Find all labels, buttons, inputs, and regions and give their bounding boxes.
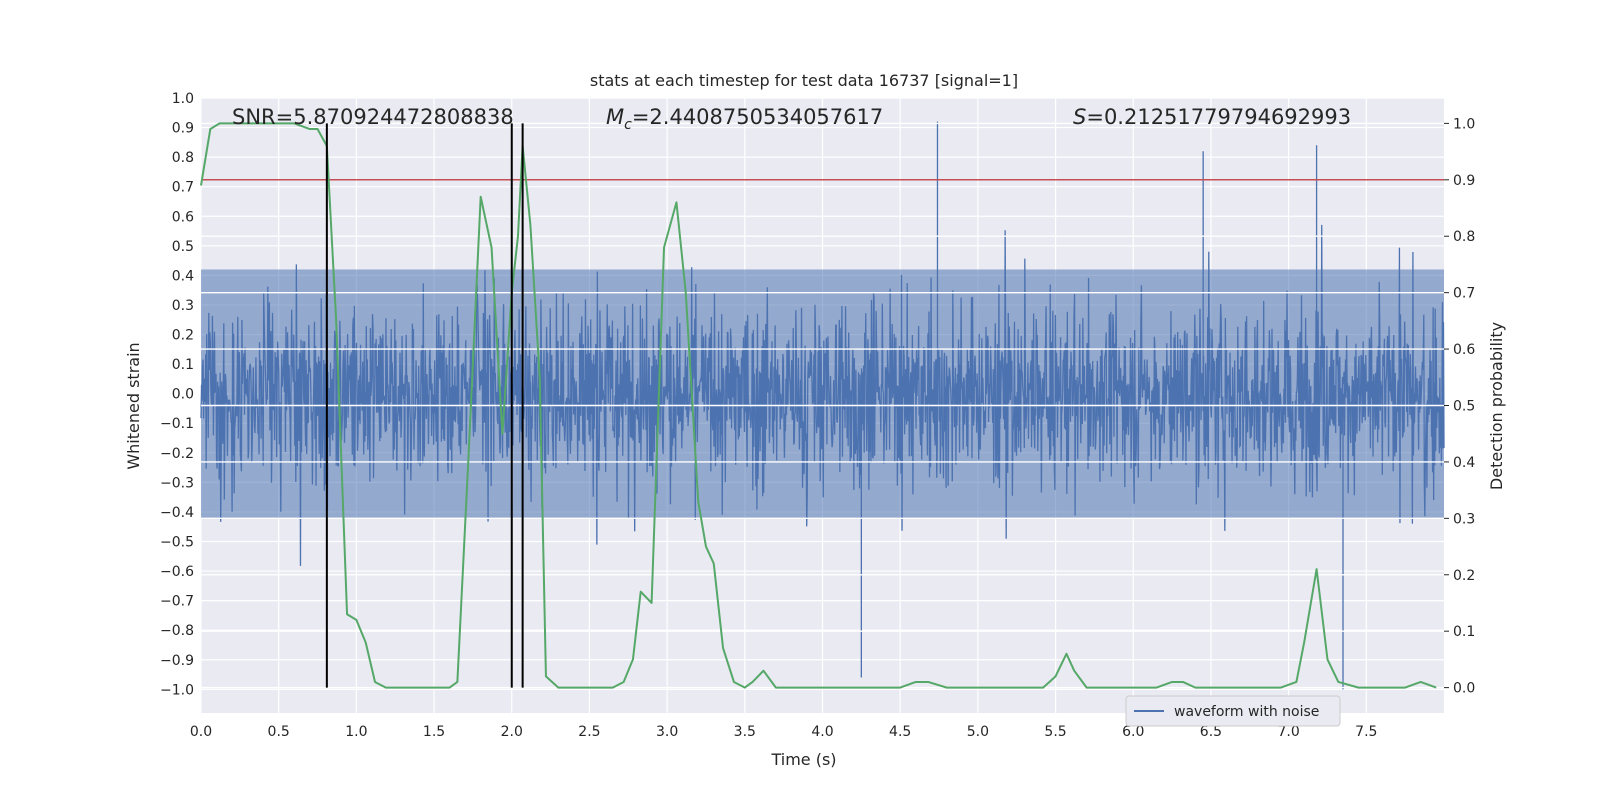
- x-tick-label: 5.0: [967, 724, 989, 740]
- x-tick-label: 1.0: [345, 724, 367, 740]
- right-y-tick-label: 0.2: [1453, 568, 1475, 584]
- y-tick-label: 0.1: [172, 357, 194, 373]
- right-y-tick-label: 0.7: [1453, 286, 1475, 302]
- x-tick-label: 5.5: [1044, 724, 1066, 740]
- y-tick-label: 0.5: [172, 239, 194, 255]
- y-tick-label: −0.7: [160, 594, 194, 610]
- y-tick-label: −0.8: [160, 623, 194, 639]
- x-tick-label: 7.0: [1277, 724, 1299, 740]
- x-tick-label: 3.0: [656, 724, 678, 740]
- x-tick-labels: 0.0 0.5 1.0 1.5 2.0 2.5 3.0 3.5 4.0 4.5 5.0 5.5 6.0 6…: [190, 724, 1378, 740]
- y-tick-label: −0.1: [160, 416, 194, 432]
- y-tick-labels: 1.0 0.9 0.8 0.7 0.6 0.5 0.4 0.3 0.2 0.1 0.0 −0.1 −0.…: [160, 91, 194, 698]
- x-tick-label: 4.5: [889, 724, 911, 740]
- x-tick-label: 2.0: [501, 724, 523, 740]
- s-annotation: S=0.21251779794692993: [1073, 105, 1351, 129]
- y-tick-label: 0.7: [172, 180, 194, 196]
- y-tick-label: 1.0: [172, 91, 194, 107]
- legend: waveform with noise: [1125, 695, 1341, 727]
- right-y-tick-label: 0.3: [1453, 511, 1475, 527]
- y-tick-label: −0.3: [160, 475, 194, 491]
- x-tick-label: 6.0: [1122, 724, 1144, 740]
- x-tick-label: 0.5: [268, 724, 290, 740]
- detection-probability-series: [200, 122, 1437, 689]
- s-symbol: S: [1073, 105, 1086, 129]
- snr-annotation: SNR=5.870924472808838: [232, 105, 514, 129]
- x-tick-label: 3.5: [734, 724, 756, 740]
- x-tick-label: 2.5: [578, 724, 600, 740]
- detection-probability-line: [200, 122, 1437, 689]
- x-tick-label: 0.0: [190, 724, 212, 740]
- right-y-tick-label: 0.6: [1453, 342, 1475, 358]
- y-tick-label: 0.2: [172, 328, 194, 344]
- y-tick-label: −0.5: [160, 535, 194, 551]
- chart-title: stats at each timestep for test data 167…: [590, 71, 1018, 90]
- right-y-tick-label: 0.4: [1453, 455, 1475, 471]
- right-y-axis-label: Detection probability: [1487, 322, 1506, 490]
- right-y-tick-label: 0.9: [1453, 173, 1475, 189]
- right-y-tick-label: 0.5: [1453, 399, 1475, 415]
- chirp-mass-annotation: Mc=2.4408750534057617: [606, 105, 883, 133]
- y-tick-label: 0.4: [172, 268, 194, 284]
- y-tick-label: −1.0: [160, 682, 194, 698]
- y-tick-label: 0.9: [172, 121, 194, 137]
- vertical-markers: [325, 123, 524, 688]
- right-y-tick-label: 0.8: [1453, 229, 1475, 245]
- x-axis-label: Time (s): [770, 750, 836, 769]
- x-tick-label: 4.0: [811, 724, 833, 740]
- x-tick-label: 6.5: [1200, 724, 1222, 740]
- x-tick-label: 7.5: [1355, 724, 1377, 740]
- y-tick-label: 0.6: [172, 209, 194, 225]
- y-axis-label: Whitened strain: [124, 342, 143, 469]
- chirp-mass-value: =2.4408750534057617: [632, 105, 883, 129]
- right-y-tick-label: 1.0: [1453, 116, 1475, 132]
- waveform-core: [201, 269, 1444, 518]
- y-tick-label: −0.9: [160, 653, 194, 669]
- right-y-tick-labels: 1.0 0.9 0.8 0.7 0.6 0.5 0.4 0.3 0.2 0.1 0.0: [1444, 116, 1475, 697]
- right-y-tick-label: 0.0: [1453, 681, 1475, 697]
- x-tick-label: 1.5: [423, 724, 445, 740]
- y-tick-label: −0.2: [160, 446, 194, 462]
- y-tick-label: 0.0: [172, 387, 194, 403]
- y-tick-label: −0.4: [160, 505, 194, 521]
- y-tick-label: −0.6: [160, 564, 194, 580]
- chirp-mass-subscript: c: [624, 117, 632, 133]
- chirp-mass-symbol: M: [606, 105, 624, 129]
- legend-label: waveform with noise: [1174, 704, 1319, 720]
- y-tick-label: 0.8: [172, 150, 194, 166]
- s-value: =0.21251779794692993: [1086, 105, 1351, 129]
- legend-box: [1125, 695, 1341, 727]
- waveform-series: [200, 121, 1445, 690]
- y-tick-label: 0.3: [172, 298, 194, 314]
- right-y-tick-label: 0.1: [1453, 624, 1475, 640]
